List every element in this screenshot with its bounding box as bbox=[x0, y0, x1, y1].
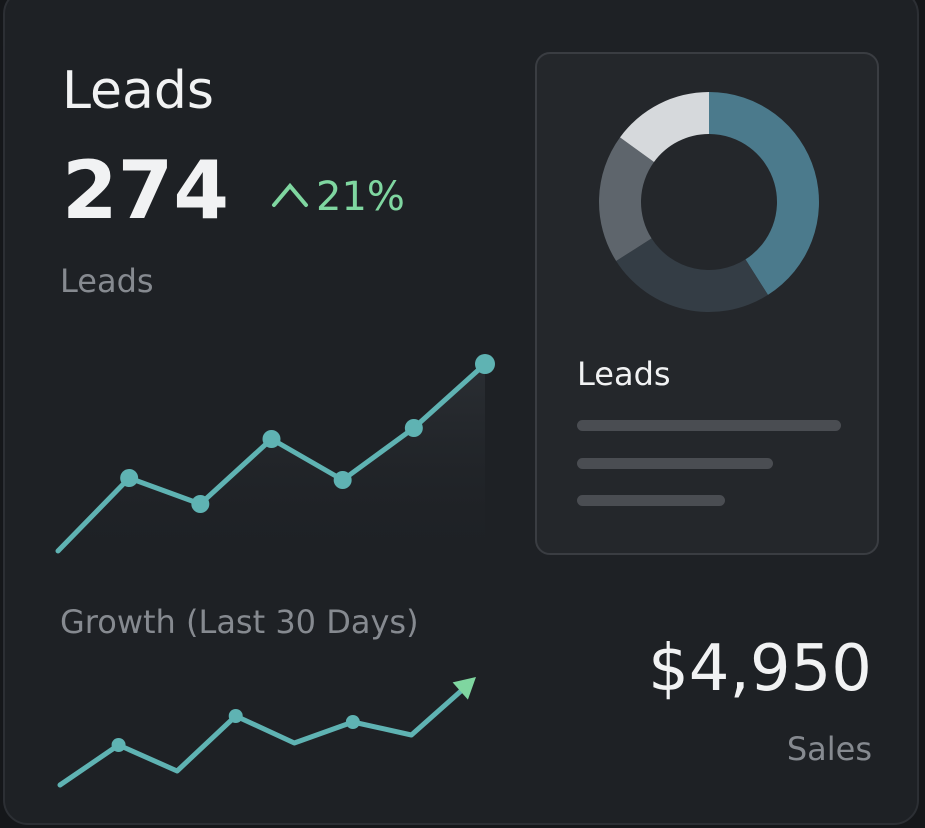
growth-group bbox=[57, 677, 476, 788]
growth-point bbox=[111, 738, 126, 752]
sparkline-group bbox=[55, 354, 495, 554]
lead-count: 274 bbox=[62, 144, 229, 237]
donut-segment bbox=[599, 137, 654, 261]
sparkline-point bbox=[333, 471, 352, 489]
sparkline-point bbox=[191, 495, 210, 513]
growth-point bbox=[228, 709, 243, 723]
placeholder-line bbox=[577, 458, 773, 469]
growth-point bbox=[345, 715, 360, 729]
placeholder-line bbox=[577, 495, 725, 506]
sparkline-point bbox=[120, 469, 139, 487]
count-label: Leads bbox=[60, 262, 154, 300]
change-percent: 21% bbox=[316, 174, 405, 220]
sparkline-area bbox=[58, 364, 485, 551]
sparkline-point bbox=[475, 354, 495, 374]
donut-chart bbox=[599, 92, 819, 312]
card-title: Leads bbox=[62, 61, 214, 121]
sales-value: $4,950 bbox=[648, 632, 872, 706]
donut-segment bbox=[616, 238, 768, 312]
sparkline-point bbox=[404, 419, 423, 437]
panel-title: Leads bbox=[577, 355, 671, 393]
placeholder-line bbox=[577, 420, 841, 431]
up-caret bbox=[272, 182, 308, 207]
donut-segment bbox=[620, 92, 709, 163]
growth-title: Growth (Last 30 Days) bbox=[60, 603, 419, 641]
sparkline-line bbox=[57, 680, 473, 788]
growth-arrowhead bbox=[452, 677, 476, 700]
sales-label: Sales bbox=[787, 730, 872, 768]
sparkline-point bbox=[262, 430, 281, 448]
donut-segment bbox=[709, 92, 819, 295]
